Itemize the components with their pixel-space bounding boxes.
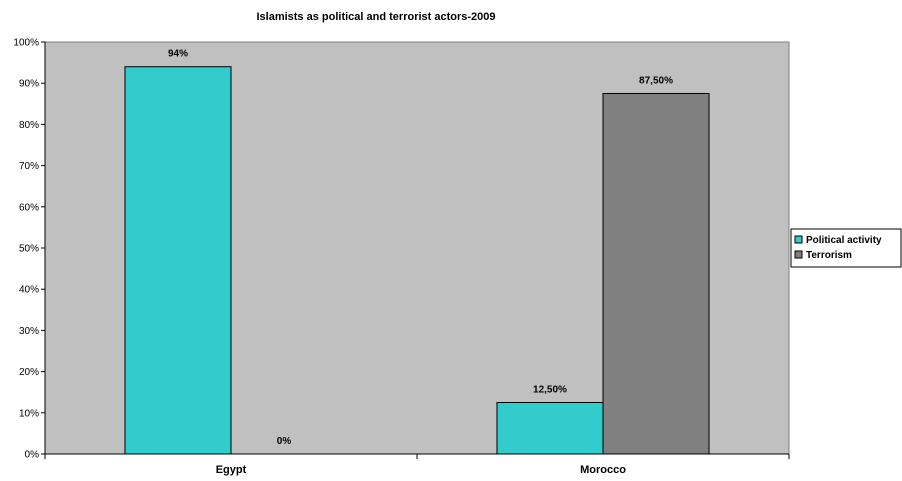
legend: Political activity Terrorism	[790, 228, 902, 268]
legend-label: Political activity	[806, 235, 882, 246]
y-tick-label: 0%	[25, 450, 40, 461]
x-tick-label: Morocco	[580, 464, 626, 476]
y-tick-label: 70%	[19, 161, 39, 172]
data-label: 87,50%	[639, 76, 673, 87]
bar	[496, 402, 604, 455]
data-label: 12,50%	[533, 385, 567, 396]
legend-swatch	[794, 250, 803, 259]
y-tick-label: 20%	[19, 367, 39, 378]
y-tick-label: 90%	[19, 79, 39, 90]
legend-label: Terrorism	[806, 250, 852, 261]
data-label: 0%	[277, 436, 292, 447]
y-tick-label: 30%	[19, 326, 39, 337]
data-labels: 94% 12,50% 0% 87,50%	[168, 49, 673, 447]
bars	[124, 66, 710, 455]
bar	[602, 93, 710, 455]
legend-box	[790, 228, 902, 268]
x-tick-label: Egypt	[216, 464, 247, 476]
y-tick-label: 60%	[19, 202, 39, 213]
y-tick-label: 10%	[19, 408, 39, 419]
chart-title: Islamists as political and terrorist act…	[256, 11, 495, 23]
y-axis: 0% 10% 20% 30% 40% 50% 60% 70% 80% 90% 100%	[13, 38, 46, 461]
bar	[124, 66, 232, 455]
x-axis: Egypt Morocco	[44, 453, 790, 476]
y-tick-label: 100%	[13, 38, 39, 49]
y-tick-label: 80%	[19, 120, 39, 131]
legend-swatch	[794, 235, 803, 244]
y-tick-label: 40%	[19, 285, 39, 296]
y-tick-label: 50%	[19, 244, 39, 255]
data-label: 94%	[168, 49, 188, 60]
